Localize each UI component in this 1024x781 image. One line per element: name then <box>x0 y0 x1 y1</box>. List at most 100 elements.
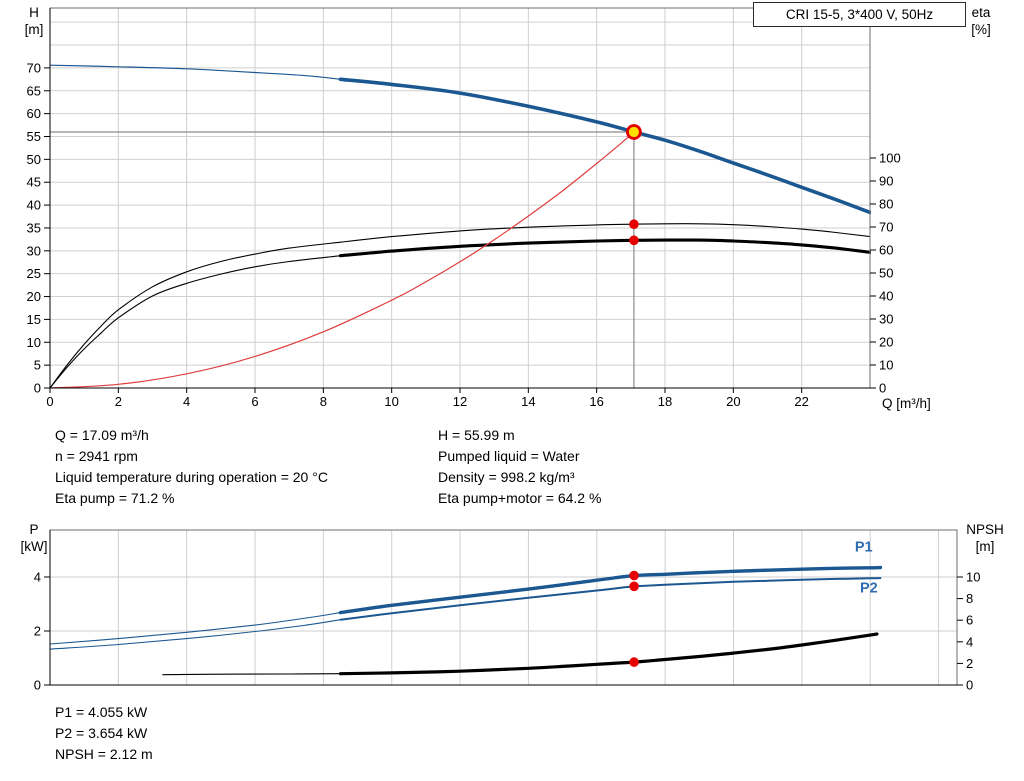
info-line-liquid-temp: Liquid temperature during operation = 20… <box>55 469 328 485</box>
info-line-density: Density = 998.2 kg/m³ <box>438 469 575 485</box>
duty-info-bottom: P1 = 4.055 kW P2 = 3.654 kW NPSH = 2.12 … <box>55 702 153 765</box>
tick-label: P1 <box>855 539 873 555</box>
series-eta-pump-curve <box>49 223 871 389</box>
p-axis-name: P <box>29 522 39 537</box>
info-line-p2: P2 = 3.654 kW <box>55 725 148 741</box>
eta-axis-unit: [%] <box>971 22 991 37</box>
h-axis-unit: [m] <box>24 22 44 37</box>
q-axis-label: Q [m³/h] <box>882 396 931 411</box>
tick-label: 50 <box>27 152 41 167</box>
tick-label: 10 <box>879 357 893 372</box>
tick-label: 40 <box>27 198 41 213</box>
tick-label: 15 <box>27 312 41 327</box>
info-line-q: Q = 17.09 m³/h <box>55 427 149 443</box>
tick-label: 0 <box>966 678 973 693</box>
tick-label: 60 <box>879 242 893 257</box>
tick-label: 40 <box>879 288 893 303</box>
series-eta-pump-motor-curve <box>338 238 871 258</box>
eta-axis-header: eta [%] <box>958 4 1004 38</box>
tick-label: 30 <box>27 243 41 258</box>
tick-label: 20 <box>726 394 740 409</box>
eta-pump-motor-duty-dot <box>629 235 639 246</box>
tick-label: 2 <box>34 623 41 638</box>
tick-label: 8 <box>966 591 973 606</box>
tick-label: 18 <box>658 394 672 409</box>
tick-label: 20 <box>27 289 41 304</box>
info-line-eta-pump: Eta pump = 71.2 % <box>55 490 175 506</box>
series-p1-curve <box>338 565 883 615</box>
duty-point[interactable] <box>626 124 642 140</box>
tick-label: 0 <box>34 678 41 693</box>
series-head-curve-thin <box>49 64 341 80</box>
tick-label: 10 <box>384 394 398 409</box>
tick-label: 4 <box>966 634 973 649</box>
plot-frame <box>49 529 958 686</box>
tick-label: 8 <box>320 394 327 409</box>
power-npsh-chart: 0 2 4 0 2 4 6 8 10 P1 P2 <box>34 529 981 693</box>
tick-label: 22 <box>794 394 808 409</box>
pump-title-box: CRI 15-5, 3*400 V, 50Hz <box>753 2 966 27</box>
p2-duty-dot <box>629 581 639 592</box>
tick-label: 100 <box>879 150 901 165</box>
tick-label: 50 <box>879 265 893 280</box>
tick-label: 10 <box>966 569 980 584</box>
p1-duty-dot <box>629 570 639 581</box>
eta-axis-name: eta <box>971 5 991 20</box>
tick-label: 45 <box>27 175 41 190</box>
axis-ticks: 0 2 4 0 2 4 6 8 10 <box>34 569 981 692</box>
tick-label: 0 <box>34 381 41 396</box>
series-head-curve <box>338 77 871 215</box>
tick-label: 6 <box>251 394 258 409</box>
info-line-p1: P1 = 4.055 kW <box>55 704 148 720</box>
info-line-eta-pump-motor: Eta pump+motor = 64.2 % <box>438 490 602 506</box>
info-line-pumped-liquid: Pumped liquid = Water <box>438 448 580 464</box>
tick-label: 4 <box>183 394 190 409</box>
duty-info-right: H = 55.99 m Pumped liquid = Water Densit… <box>438 425 601 509</box>
tick-label: 60 <box>27 106 41 121</box>
tick-label: 80 <box>879 196 893 211</box>
tick-label: 12 <box>453 394 467 409</box>
tick-label: 2 <box>966 656 973 671</box>
tick-label: P2 <box>860 581 878 597</box>
tick-label: 55 <box>27 129 41 144</box>
npsh-axis-name: NPSH <box>966 522 1004 537</box>
tick-label: 6 <box>966 613 973 628</box>
tick-label: 4 <box>34 569 41 584</box>
tick-label: 2 <box>115 394 122 409</box>
tick-label: 90 <box>879 173 893 188</box>
tick-label: 14 <box>521 394 535 409</box>
qh-eta-chart: 0510152025303540455055606570010203040506… <box>27 7 901 409</box>
tick-label: 30 <box>879 311 893 326</box>
series-p2-curve-thin <box>49 619 342 650</box>
info-line-n: n = 2941 rpm <box>55 448 138 464</box>
tick-label: 0 <box>879 381 886 396</box>
tick-label: 5 <box>34 358 41 373</box>
axis-ticks: 0510152025303540455055606570010203040506… <box>27 60 901 409</box>
series-npsh-curve <box>338 632 879 676</box>
tick-label: 20 <box>879 334 893 349</box>
series-npsh-curve-thin <box>162 673 342 676</box>
info-line-npsh: NPSH = 2.12 m <box>55 746 153 762</box>
tick-label: 0 <box>46 394 53 409</box>
tick-label: 10 <box>27 335 41 350</box>
series-p2-curve <box>339 577 882 621</box>
gridlines <box>50 530 957 685</box>
npsh-duty-dot <box>629 657 639 667</box>
p-axis-header: P [kW] <box>12 521 56 555</box>
tick-label: 70 <box>27 60 41 75</box>
series-eta-pump-motor-thin <box>49 255 341 389</box>
duty-crosshair <box>50 131 635 388</box>
series-p1-curve-thin <box>49 612 342 645</box>
h-axis-name: H <box>29 5 39 20</box>
curves <box>49 64 871 389</box>
tick-label: 25 <box>27 266 41 281</box>
series-system-curve <box>49 131 635 389</box>
curves <box>49 565 883 676</box>
info-line-h: H = 55.99 m <box>438 427 515 443</box>
tick-label: 65 <box>27 83 41 98</box>
npsh-axis-unit: [m] <box>975 539 995 554</box>
gridlines <box>50 8 870 388</box>
p-axis-unit: [kW] <box>20 539 48 554</box>
